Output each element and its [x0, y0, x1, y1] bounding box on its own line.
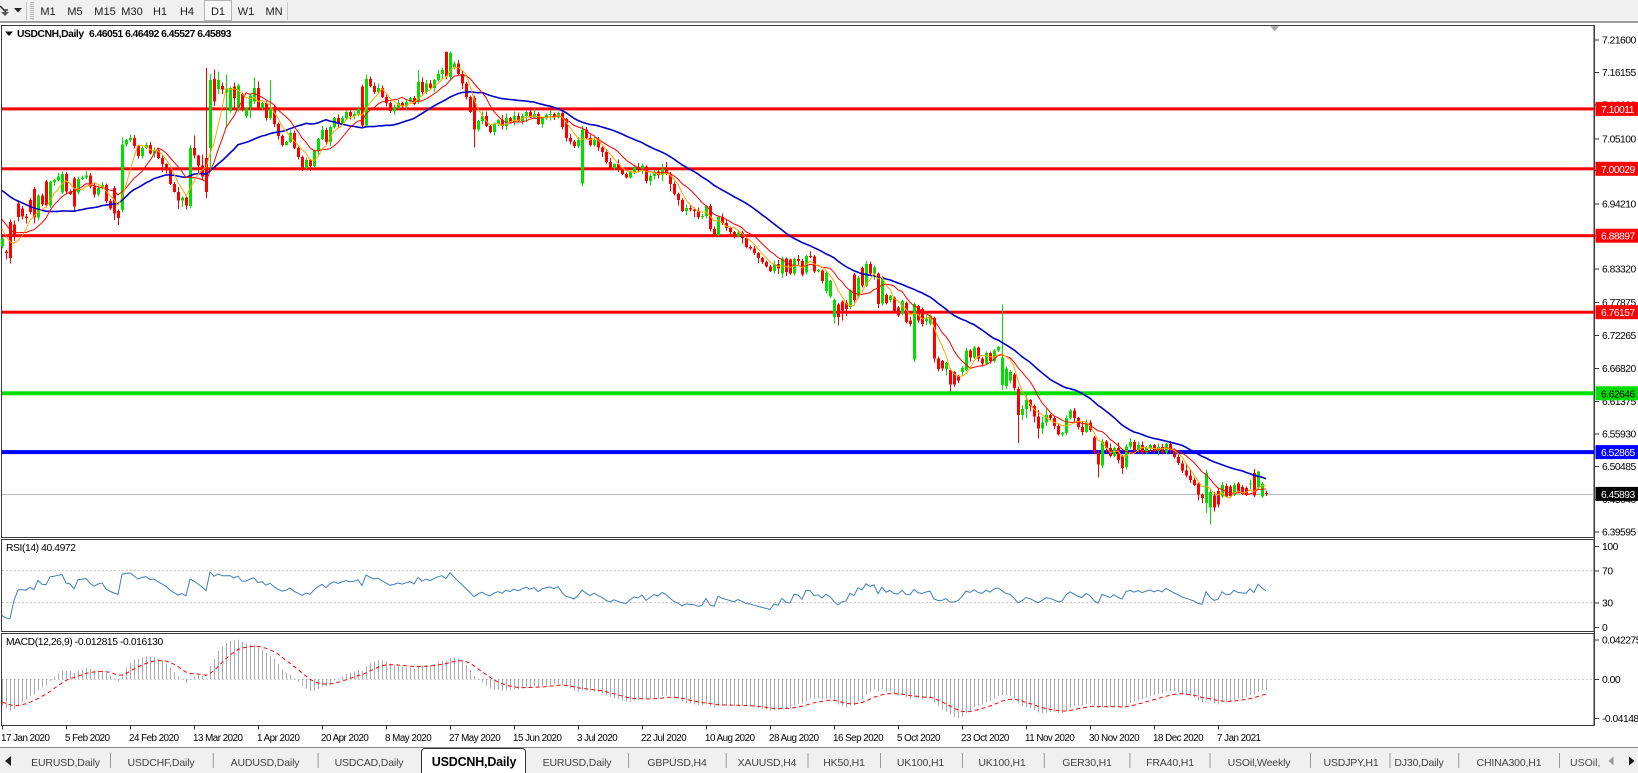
svg-text:5 Oct 2020: 5 Oct 2020: [897, 733, 941, 744]
svg-text:1 Apr 2020: 1 Apr 2020: [257, 733, 300, 744]
svg-text:6.39595: 6.39595: [1602, 528, 1636, 539]
svg-text:USDCNH,Daily: USDCNH,Daily: [432, 755, 517, 769]
svg-text:6.76157: 6.76157: [1601, 308, 1635, 319]
svg-text:30: 30: [1602, 599, 1613, 610]
svg-text:10 Aug 2020: 10 Aug 2020: [705, 733, 756, 744]
svg-text:-0.04148: -0.04148: [1602, 714, 1638, 725]
svg-text:USDCHF,Daily: USDCHF,Daily: [127, 757, 195, 769]
svg-text:7.16155: 7.16155: [1602, 68, 1636, 79]
svg-text:6.46051 6.46492 6.45527 6.4589: 6.46051 6.46492 6.45527 6.45893: [89, 29, 232, 40]
svg-text:USDCNH,Daily: USDCNH,Daily: [17, 29, 84, 40]
svg-text:M30: M30: [121, 6, 142, 18]
svg-text:6.72265: 6.72265: [1602, 331, 1636, 342]
svg-text:7.00029: 7.00029: [1601, 165, 1635, 176]
svg-text:8 May 2020: 8 May 2020: [385, 733, 432, 744]
svg-text:13 Mar 2020: 13 Mar 2020: [193, 733, 244, 744]
svg-text:M1: M1: [40, 6, 55, 18]
svg-text:W1: W1: [238, 6, 255, 18]
svg-text:FRA40,H1: FRA40,H1: [1146, 757, 1194, 769]
svg-text:M5: M5: [67, 6, 82, 18]
svg-text:AUDUSD,Daily: AUDUSD,Daily: [231, 757, 301, 769]
svg-text:MN: MN: [265, 6, 282, 18]
svg-text:17 Jan 2020: 17 Jan 2020: [1, 733, 50, 744]
svg-text:7 Jan 2021: 7 Jan 2021: [1217, 733, 1261, 744]
svg-text:USDCAD,Daily: USDCAD,Daily: [335, 757, 405, 769]
svg-text:16 Sep 2020: 16 Sep 2020: [833, 733, 884, 744]
svg-text:6.66820: 6.66820: [1602, 364, 1636, 375]
svg-text:0.00: 0.00: [1602, 675, 1621, 686]
svg-text:D1: D1: [211, 6, 225, 18]
svg-text:HK50,H1: HK50,H1: [823, 757, 865, 769]
svg-text:USOil,: USOil,: [1570, 757, 1600, 769]
svg-text:100: 100: [1602, 542, 1619, 553]
svg-text:70: 70: [1602, 566, 1613, 577]
svg-text:6.52865: 6.52865: [1601, 448, 1635, 459]
svg-text:XAUUSD,H4: XAUUSD,H4: [738, 757, 797, 769]
svg-text:5 Feb 2020: 5 Feb 2020: [65, 733, 111, 744]
svg-text:DJ30,Daily: DJ30,Daily: [1394, 757, 1444, 769]
svg-text:USOil,Weekly: USOil,Weekly: [1228, 757, 1292, 769]
svg-text:UK100,H1: UK100,H1: [978, 757, 1026, 769]
svg-text:CHINA300,H1: CHINA300,H1: [1477, 757, 1542, 769]
svg-text:6.94210: 6.94210: [1602, 199, 1636, 210]
svg-text:0: 0: [1602, 623, 1608, 634]
svg-text:6.62646: 6.62646: [1601, 389, 1635, 400]
svg-text:H1: H1: [153, 6, 167, 18]
svg-text:30 Nov 2020: 30 Nov 2020: [1089, 733, 1140, 744]
svg-text:EURUSD,Daily: EURUSD,Daily: [543, 757, 613, 769]
svg-text:6.77875: 6.77875: [1602, 298, 1636, 309]
svg-text:20 Apr 2020: 20 Apr 2020: [321, 733, 369, 744]
svg-text:6.61375: 6.61375: [1602, 397, 1636, 408]
svg-text:24 Feb 2020: 24 Feb 2020: [129, 733, 180, 744]
svg-text:6.88897: 6.88897: [1601, 232, 1635, 243]
svg-text:22 Jul 2020: 22 Jul 2020: [641, 733, 687, 744]
svg-text:7.10011: 7.10011: [1601, 105, 1635, 116]
svg-text:UK100,H1: UK100,H1: [897, 757, 945, 769]
svg-text:15 Jun 2020: 15 Jun 2020: [513, 733, 562, 744]
svg-text:EURUSD,Daily: EURUSD,Daily: [31, 757, 101, 769]
svg-text:6.83320: 6.83320: [1602, 265, 1636, 276]
svg-text:18 Dec 2020: 18 Dec 2020: [1153, 733, 1204, 744]
svg-text:GER30,H1: GER30,H1: [1062, 757, 1112, 769]
svg-text:3 Jul 2020: 3 Jul 2020: [577, 733, 618, 744]
svg-text:7.21600: 7.21600: [1602, 35, 1636, 46]
svg-text:USDJPY,H1: USDJPY,H1: [1323, 757, 1378, 769]
svg-text:7.05100: 7.05100: [1602, 134, 1636, 145]
svg-text:6.45893: 6.45893: [1601, 490, 1635, 501]
svg-text:27 May 2020: 27 May 2020: [449, 733, 501, 744]
svg-text:23 Oct 2020: 23 Oct 2020: [961, 733, 1010, 744]
svg-text:6.55930: 6.55930: [1602, 430, 1636, 441]
svg-text:MACD(12,26,9) -0.012815 -0.016: MACD(12,26,9) -0.012815 -0.016130: [6, 637, 163, 648]
svg-text:GBPUSD,H4: GBPUSD,H4: [647, 757, 707, 769]
svg-text:M15: M15: [94, 6, 115, 18]
svg-text:11 Nov 2020: 11 Nov 2020: [1025, 733, 1075, 744]
svg-text:0.042275: 0.042275: [1602, 635, 1638, 646]
svg-text:28 Aug 2020: 28 Aug 2020: [769, 733, 820, 744]
svg-text:H4: H4: [180, 6, 194, 18]
svg-text:RSI(14) 40.4972: RSI(14) 40.4972: [6, 543, 76, 554]
svg-text:6.50485: 6.50485: [1602, 462, 1636, 473]
